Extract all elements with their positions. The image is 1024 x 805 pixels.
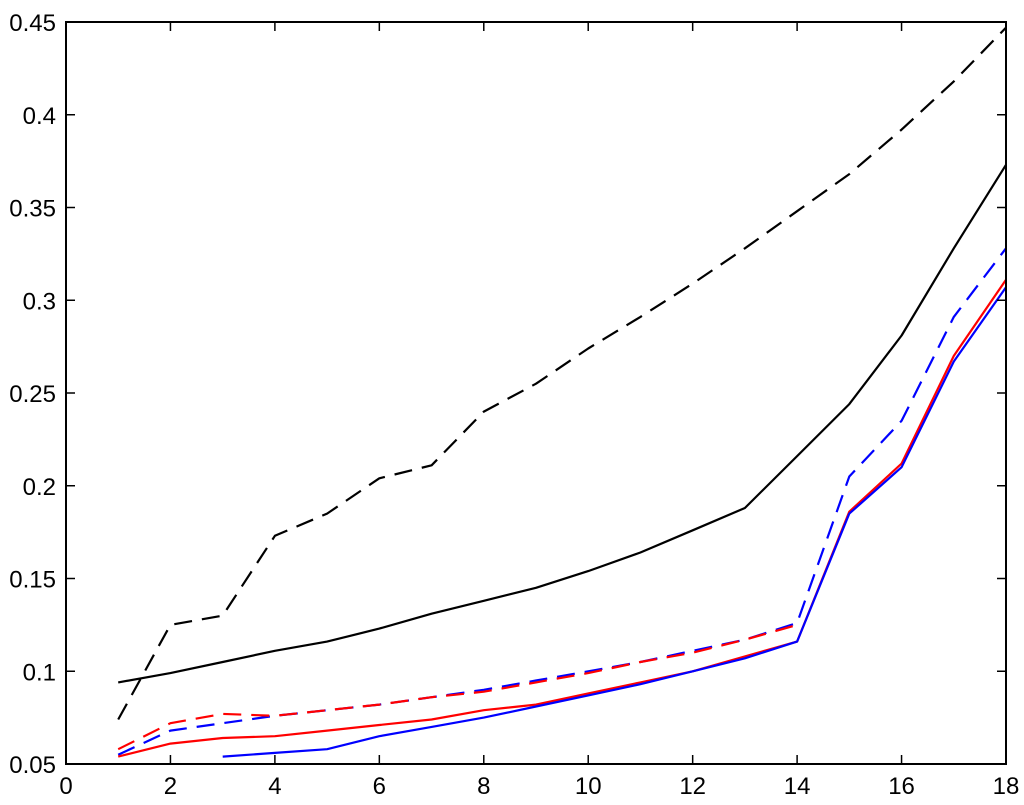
y-tick-label: 0.15 [9, 567, 56, 594]
x-tick-label: 16 [888, 773, 915, 800]
tick-marks [65, 21, 1007, 765]
x-tick-label: 12 [679, 773, 706, 800]
y-tick-label: 0.4 [23, 103, 56, 130]
x-tick-label: 10 [575, 773, 602, 800]
series-line-3 [117, 247, 1007, 756]
series-line-1 [117, 26, 1007, 721]
y-tick-label: 0.3 [23, 288, 56, 315]
x-tick-label: 14 [784, 773, 811, 800]
series-line-5 [117, 279, 1007, 758]
axes-frame [65, 21, 1007, 765]
x-tick-label: 4 [268, 773, 281, 800]
x-tick-label: 0 [59, 773, 72, 800]
y-tick-label: 0.1 [23, 659, 56, 686]
tick-labels: 0 2 4 6 8 10 12 14 16 18 0.05 0.1 0.15 0.2 0.25 0.3 0.35… [9, 10, 1019, 800]
x-tick-label: 18 [993, 773, 1020, 800]
y-tick-label: 0.05 [9, 752, 56, 779]
y-tick-label: 0.45 [9, 10, 56, 37]
x-tick-label: 6 [373, 773, 386, 800]
y-tick-label: 0.2 [23, 474, 56, 501]
series-line-4 [117, 623, 798, 751]
series-layer [117, 26, 1007, 758]
y-tick-label: 0.25 [9, 381, 56, 408]
y-tick-label: 0.35 [9, 196, 56, 223]
x-tick-label: 8 [477, 773, 490, 800]
series-line-6 [222, 286, 1007, 758]
series-line-2 [118, 164, 1007, 684]
x-tick-label: 2 [164, 773, 177, 800]
